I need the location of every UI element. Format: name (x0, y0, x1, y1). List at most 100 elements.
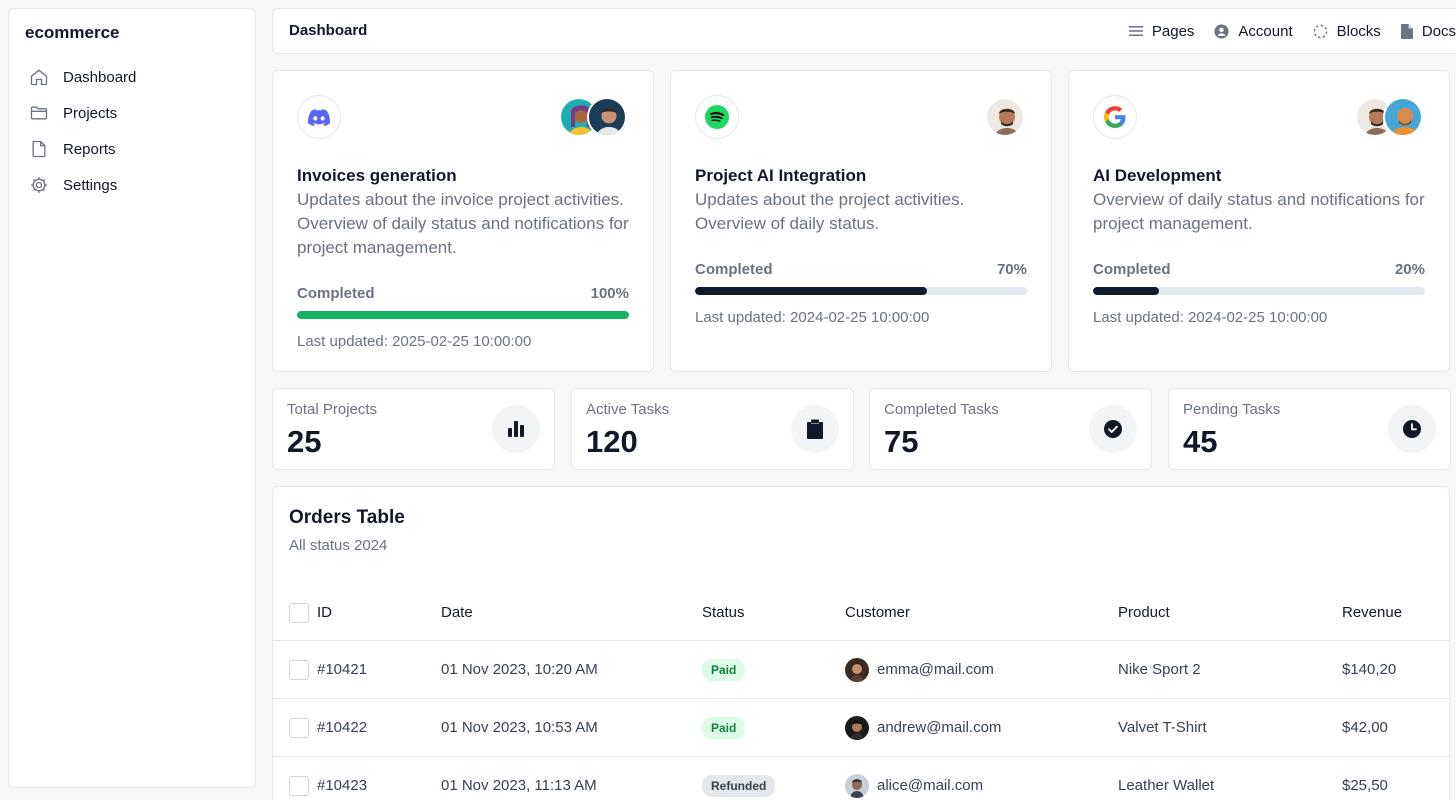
folder-icon (27, 101, 51, 125)
table-row[interactable]: #10423 01 Nov 2023, 11:13 AM Refunded al… (273, 757, 1449, 800)
sidebar-item-reports[interactable]: Reports (25, 131, 241, 167)
progress-percent: 70% (996, 261, 1027, 278)
avatar[interactable] (1383, 97, 1423, 137)
customer-email: andrew@mail.com (877, 719, 1002, 736)
column-status[interactable]: Status (702, 604, 745, 621)
column-customer[interactable]: Customer (845, 604, 911, 621)
table-subtitle: All status 2024 (289, 537, 388, 554)
customer-email: alice@mail.com (877, 777, 984, 794)
file-icon (27, 137, 51, 161)
column-date[interactable]: Date (441, 604, 473, 621)
order-date: 01 Nov 2023, 10:53 AM (441, 719, 598, 736)
team-avatars (1355, 97, 1423, 137)
last-updated: Last updated: 2024-02-25 10:00:00 (695, 309, 930, 326)
product-name: Nike Sport 2 (1118, 661, 1201, 678)
sidebar: ecommerce Dashboard Projects Reports Set… (8, 8, 256, 788)
status-badge: Paid (702, 658, 746, 681)
order-id: #10422 (317, 719, 368, 736)
orders-table-card: Orders Table All status 2024 ID Date Sta… (272, 486, 1450, 800)
column-revenue[interactable]: Revenue (1342, 604, 1403, 621)
gear-icon (27, 173, 51, 197)
select-all-checkbox[interactable] (289, 602, 309, 623)
top-nav-links: Pages Account Blocks Docs (1128, 9, 1456, 53)
brand-name[interactable]: ecommerce (25, 23, 120, 42)
stat-card-active-tasks: Active Tasks 120 (571, 388, 854, 470)
product-name: Valvet T-Shirt (1118, 719, 1207, 736)
project-card[interactable]: Project AI Integration Updates about the… (670, 70, 1052, 372)
stat-label: Active Tasks (586, 401, 670, 418)
check-circle-icon (1089, 405, 1137, 453)
row-checkbox[interactable] (289, 717, 309, 738)
spotify-icon (695, 95, 739, 139)
clipboard-icon (791, 405, 839, 453)
revenue-value: $25,50 (1342, 777, 1388, 794)
project-description: Updates about the invoice project activi… (297, 190, 629, 257)
progress-label: Completed (1093, 261, 1171, 278)
document-icon (1400, 23, 1413, 39)
sidebar-item-dashboard[interactable]: Dashboard (25, 59, 241, 95)
project-card[interactable]: Invoices generation Updates about the in… (272, 70, 654, 372)
nav-link-label: Account (1238, 22, 1293, 40)
stat-label: Pending Tasks (1183, 401, 1281, 418)
sidebar-item-label: Reports (63, 140, 116, 158)
stat-card-completed-tasks: Completed Tasks 75 (869, 388, 1152, 470)
table-header-row: ID Date Status Customer Product Revenue (273, 585, 1449, 641)
row-checkbox[interactable] (289, 659, 309, 680)
avatar (845, 773, 869, 798)
sidebar-item-label: Projects (63, 104, 118, 122)
table-row[interactable]: #10422 01 Nov 2023, 10:53 AM Paid andrew… (273, 699, 1449, 757)
progress-label: Completed (695, 261, 773, 278)
project-description: Overview of daily status and notificatio… (1093, 190, 1425, 233)
sidebar-nav: Dashboard Projects Reports Settings (25, 59, 241, 203)
nav-link-label: Pages (1151, 22, 1195, 40)
nav-link-docs[interactable]: Docs (1400, 22, 1456, 40)
stat-value: 45 (1183, 424, 1218, 459)
project-title: Invoices generation (297, 166, 457, 185)
project-card[interactable]: AI Development Overview of daily status … (1068, 70, 1450, 372)
sidebar-item-label: Settings (63, 176, 118, 194)
nav-link-account[interactable]: Account (1214, 22, 1293, 40)
progress-fill (297, 311, 629, 319)
progress-section: Completed 100% Last updated: 2025-02-25 … (297, 285, 629, 350)
clock-icon (1388, 405, 1436, 453)
user-circle-icon (1214, 23, 1229, 39)
team-avatars (559, 97, 627, 137)
progress-section: Completed 70% Last updated: 2024-02-25 1… (695, 261, 1027, 326)
progress-fill (695, 287, 928, 295)
table-row[interactable]: #10421 01 Nov 2023, 10:20 AM Paid emma@m… (273, 641, 1449, 699)
team-avatars (985, 97, 1025, 137)
sidebar-item-projects[interactable]: Projects (25, 95, 241, 131)
progress-bar (297, 311, 629, 319)
revenue-value: $42,00 (1342, 719, 1388, 736)
avatar (845, 715, 869, 740)
project-description: Updates about the project activities. Ov… (695, 190, 965, 233)
column-label: ID (317, 604, 332, 621)
nav-link-label: Docs (1421, 22, 1456, 40)
stat-card-pending-tasks: Pending Tasks 45 (1168, 388, 1451, 470)
avatar[interactable] (985, 97, 1025, 137)
order-id: #10421 (317, 661, 368, 678)
status-badge: Refunded (702, 774, 776, 797)
progress-bar (1093, 287, 1425, 295)
progress-bar (695, 287, 1027, 295)
row-checkbox[interactable] (289, 775, 309, 796)
progress-fill (1093, 287, 1160, 295)
progress-section: Completed 20% Last updated: 2024-02-25 1… (1093, 261, 1425, 326)
google-icon (1093, 95, 1137, 139)
sidebar-item-settings[interactable]: Settings (25, 167, 241, 203)
table-title: Orders Table (289, 507, 405, 528)
last-updated: Last updated: 2024-02-25 10:00:00 (1093, 309, 1328, 326)
avatar[interactable] (587, 97, 627, 137)
nav-link-pages[interactable]: Pages (1128, 22, 1195, 40)
revenue-value: $140,20 (1342, 661, 1397, 678)
column-product[interactable]: Product (1118, 604, 1170, 621)
order-date: 01 Nov 2023, 10:20 AM (441, 661, 598, 678)
stat-value: 120 (586, 424, 638, 459)
stat-value: 25 (287, 424, 322, 459)
nav-link-blocks[interactable]: Blocks (1313, 23, 1381, 40)
stat-card-total-projects: Total Projects 25 (272, 388, 555, 470)
bar-chart-icon (492, 405, 540, 453)
stat-value: 75 (884, 424, 919, 459)
progress-percent: 100% (590, 285, 629, 302)
avatar (845, 657, 869, 682)
